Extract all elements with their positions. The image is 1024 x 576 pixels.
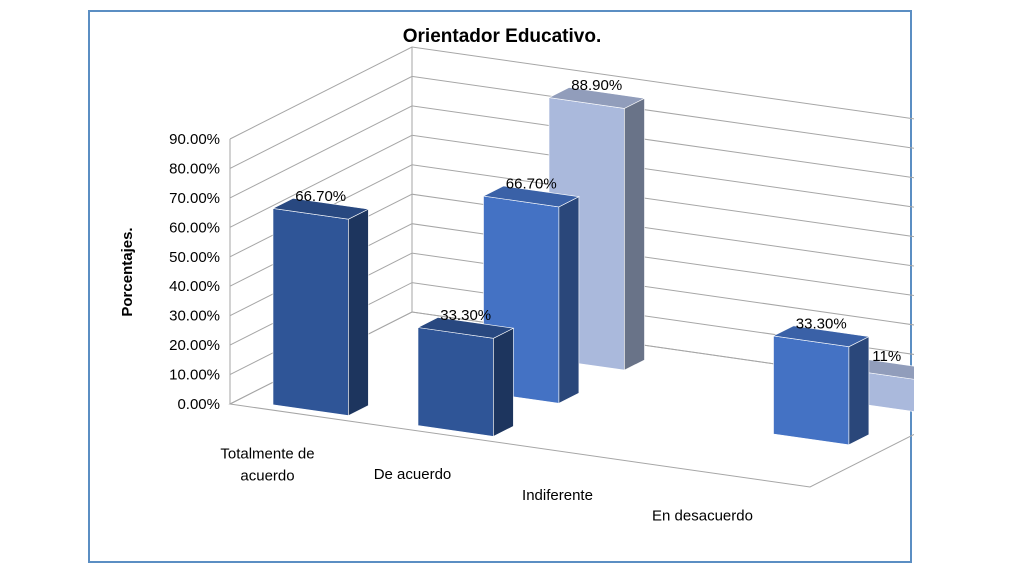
category-label: Totalmente de acuerdo xyxy=(220,445,314,484)
y-tick-label: 70.00% xyxy=(169,190,220,207)
bar-top xyxy=(548,87,646,109)
chart-svg: Orientador Educativo. Porcentajes. 0.00%… xyxy=(119,26,914,525)
bar-front xyxy=(773,335,850,446)
tick-layer: 0.00% 10.00% 20.00% 30.00% 40.00% 50.00% 60.00… xyxy=(169,131,220,413)
data-label: 66.70% xyxy=(295,188,346,205)
y-tick-label: 40.00% xyxy=(169,278,220,295)
category-layer: Totalmente de acuerdo De acuerdo Indiferent… xyxy=(220,445,753,524)
chart-title: Orientador Educativo. xyxy=(403,26,601,47)
bar-layer xyxy=(272,87,914,446)
y-tick-label: 10.00% xyxy=(169,367,220,384)
bar-s2-4 xyxy=(772,325,870,446)
y-tick-label: 50.00% xyxy=(169,249,220,266)
data-label: 66.70% xyxy=(506,175,557,192)
bar-side xyxy=(848,336,870,446)
bar-front xyxy=(417,327,494,437)
bar-side xyxy=(624,97,645,371)
bar-top xyxy=(417,317,515,339)
category-label: Indiferente xyxy=(522,487,593,504)
label-layer: 88.90% 11% 66.70% 33.30% 66.70% 33.30% xyxy=(295,77,901,365)
bar-s1-2 xyxy=(417,317,515,437)
y-axis-label: Porcentajes. xyxy=(119,227,136,316)
data-label: 33.30% xyxy=(796,315,847,332)
bar-side xyxy=(348,208,369,417)
data-label: 33.30% xyxy=(440,307,491,324)
y-tick-label: 0.00% xyxy=(177,396,220,413)
bar-top xyxy=(272,197,370,220)
y-tick-label: 30.00% xyxy=(169,308,220,325)
bar-top xyxy=(772,325,870,348)
bar-s1-1 xyxy=(272,197,370,417)
y-tick-label: 20.00% xyxy=(169,337,220,354)
y-tick-label: 80.00% xyxy=(169,160,220,177)
chart-frame: Orientador Educativo. Porcentajes. 0.00%… xyxy=(88,10,914,563)
bar-side xyxy=(493,327,514,437)
y-tick-label: 60.00% xyxy=(169,219,220,236)
y-tick-label: 90.00% xyxy=(169,131,220,148)
data-label: 11% xyxy=(872,348,901,365)
bar-front xyxy=(272,208,349,416)
data-label: 88.90% xyxy=(571,77,622,94)
bar-top xyxy=(482,185,580,208)
category-label: En desacuerdo xyxy=(652,508,753,525)
bar-side xyxy=(558,196,580,404)
category-label: De acuerdo xyxy=(374,466,452,483)
